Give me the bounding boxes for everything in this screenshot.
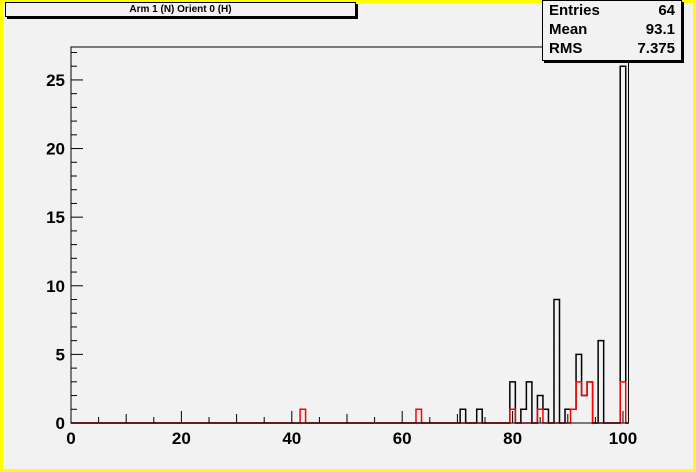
x-tick-label: 20	[172, 429, 191, 448]
stats-box: Entries 64 Mean 93.1 RMS 7.375	[542, 0, 682, 61]
plot-canvas	[3, 3, 693, 469]
stats-entries: Entries 64	[549, 2, 675, 20]
histogram-bar	[587, 382, 593, 423]
mean-label: Mean	[549, 21, 588, 38]
histogram-bar	[300, 409, 306, 423]
histogram-bar	[526, 382, 532, 423]
histogram-bar	[582, 396, 588, 423]
stats-rms: RMS 7.375	[549, 40, 675, 58]
plot-frame	[70, 46, 629, 424]
histogram-series-2	[71, 381, 629, 424]
rms-value: 7.375	[637, 40, 675, 57]
histogram-title: Arm 1 (N) Orient 0 (H)	[5, 2, 356, 17]
y-tick-label: 5	[56, 345, 65, 364]
histogram-bar	[576, 382, 582, 423]
histogram-bar	[571, 409, 577, 423]
histogram-bar	[571, 409, 577, 423]
histogram-bar	[521, 409, 527, 423]
histogram-bar	[620, 66, 626, 423]
x-tick-label: 60	[393, 429, 412, 448]
histogram-bar	[576, 354, 582, 423]
y-tick-label: 20	[46, 140, 65, 159]
histogram-bar	[587, 382, 593, 423]
y-tick-label: 15	[46, 208, 65, 227]
y-tick-label: 10	[46, 277, 65, 296]
histogram-bar	[477, 409, 483, 423]
histogram-bar	[416, 409, 422, 423]
x-tick-label: 0	[66, 429, 75, 448]
histogram-bar	[598, 341, 604, 423]
histogram-bar	[554, 299, 560, 423]
histogram-bar	[582, 396, 588, 423]
y-tick-label: 25	[46, 71, 65, 90]
histogram-bar	[460, 409, 466, 423]
histogram-series-1	[71, 65, 629, 424]
x-tick-label: 80	[503, 429, 522, 448]
entries-value: 64	[658, 2, 675, 19]
x-tick-label: 40	[282, 429, 301, 448]
y-tick-label: 0	[56, 414, 65, 433]
mean-value: 93.1	[645, 21, 675, 38]
x-tick-label: 100	[609, 429, 637, 448]
stats-mean: Mean 93.1	[549, 21, 675, 39]
entries-label: Entries	[549, 2, 600, 19]
histogram-bar	[543, 409, 549, 423]
rms-label: RMS	[549, 40, 583, 57]
